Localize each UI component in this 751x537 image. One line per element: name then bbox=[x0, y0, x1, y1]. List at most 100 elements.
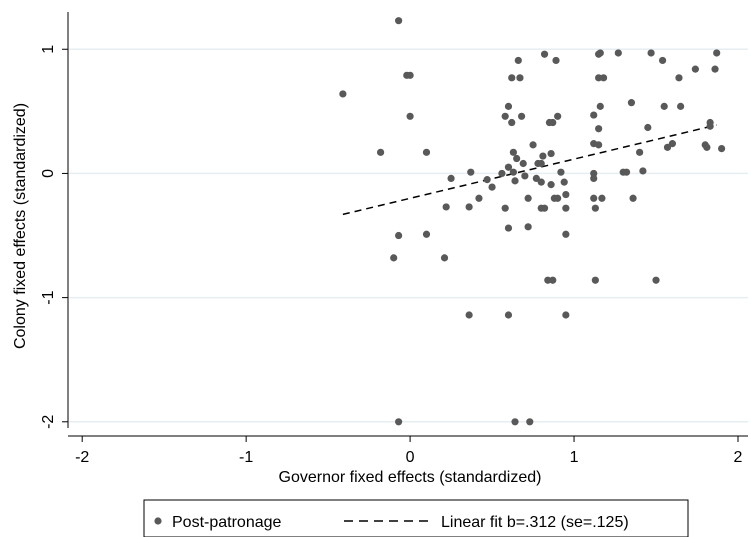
y-tick-label: -2 bbox=[40, 415, 57, 429]
data-point bbox=[718, 144, 726, 153]
x-axis-title: Governor fixed effects (standardized) bbox=[279, 469, 542, 486]
x-tick-label: 1 bbox=[570, 449, 579, 466]
data-point bbox=[652, 276, 660, 284]
data-point bbox=[339, 90, 347, 98]
data-point bbox=[544, 276, 552, 284]
data-point bbox=[627, 99, 636, 107]
x-tick-label: -2 bbox=[75, 449, 89, 466]
data-point bbox=[504, 102, 513, 110]
data-point bbox=[658, 56, 667, 65]
data-point bbox=[629, 194, 637, 202]
data-point bbox=[660, 102, 668, 110]
data-point bbox=[554, 194, 562, 202]
data-point bbox=[511, 177, 519, 185]
data-point bbox=[509, 168, 517, 176]
data-point bbox=[509, 148, 517, 156]
data-point bbox=[590, 194, 598, 202]
data-point bbox=[595, 125, 603, 133]
data-point bbox=[706, 122, 714, 130]
legend: Post-patronage Linear fit b=.312 (se=.12… bbox=[143, 499, 689, 537]
data-point bbox=[465, 203, 473, 211]
data-point bbox=[521, 172, 529, 180]
data-point bbox=[465, 311, 473, 319]
data-point bbox=[524, 223, 532, 231]
data-points bbox=[339, 17, 726, 426]
data-point bbox=[549, 276, 557, 284]
data-point bbox=[524, 194, 532, 202]
data-point bbox=[691, 65, 699, 73]
data-point bbox=[677, 102, 685, 110]
data-point bbox=[422, 148, 431, 156]
x-tick-label: -1 bbox=[239, 449, 253, 466]
data-point bbox=[562, 311, 570, 319]
data-point bbox=[539, 152, 547, 160]
data-point bbox=[547, 181, 555, 189]
data-point bbox=[508, 74, 516, 82]
data-point bbox=[501, 204, 509, 212]
data-point bbox=[514, 56, 522, 65]
data-point bbox=[529, 141, 537, 149]
data-point bbox=[711, 65, 719, 73]
data-point bbox=[508, 118, 516, 127]
x-tick-label: 0 bbox=[406, 449, 415, 466]
data-point bbox=[595, 74, 603, 82]
data-point bbox=[554, 112, 562, 120]
data-point bbox=[513, 154, 521, 163]
data-point bbox=[519, 159, 527, 168]
data-point bbox=[591, 276, 599, 284]
data-point bbox=[614, 49, 622, 57]
data-point bbox=[703, 143, 711, 151]
data-point bbox=[467, 168, 475, 176]
data-point bbox=[590, 174, 598, 182]
gridlines bbox=[69, 48, 748, 423]
y-axis-title: Colony fixed effects (standardized) bbox=[12, 103, 29, 349]
legend-label-fit: Linear fit b=.312 (se=.125) bbox=[441, 514, 629, 531]
data-point bbox=[595, 141, 603, 149]
data-point bbox=[504, 224, 513, 232]
data-point bbox=[395, 418, 403, 426]
x-tick-label: 2 bbox=[734, 449, 743, 466]
data-point bbox=[598, 194, 606, 202]
data-point bbox=[622, 168, 631, 176]
data-point bbox=[562, 190, 570, 199]
linear-fit-line bbox=[342, 124, 717, 216]
data-point bbox=[599, 74, 608, 82]
data-point bbox=[537, 178, 545, 186]
data-point bbox=[663, 143, 672, 151]
data-point bbox=[390, 254, 398, 262]
fit-line-layer bbox=[342, 124, 717, 216]
tick-marks: -2 -1 0 1 -2 -1 0 1 2 bbox=[40, 45, 743, 466]
data-point bbox=[668, 140, 677, 148]
data-point bbox=[516, 74, 524, 82]
data-point bbox=[440, 254, 449, 262]
data-point bbox=[537, 159, 545, 168]
data-point bbox=[406, 71, 414, 79]
data-point bbox=[511, 418, 519, 426]
data-point bbox=[549, 118, 557, 127]
data-point bbox=[562, 204, 570, 212]
data-point bbox=[540, 50, 549, 58]
data-point bbox=[590, 169, 598, 178]
data-point bbox=[590, 111, 598, 119]
data-point bbox=[442, 203, 450, 211]
data-point bbox=[557, 168, 565, 176]
data-point bbox=[636, 148, 644, 156]
y-tick-label: 0 bbox=[40, 169, 57, 178]
axes bbox=[67, 12, 748, 437]
data-point bbox=[596, 49, 604, 57]
data-point bbox=[675, 74, 683, 82]
data-point bbox=[562, 230, 570, 238]
data-point bbox=[532, 174, 540, 182]
data-point bbox=[547, 149, 555, 158]
data-point bbox=[483, 176, 491, 184]
data-point bbox=[498, 169, 506, 178]
data-point bbox=[517, 112, 526, 120]
data-point bbox=[395, 17, 403, 25]
y-tick-label: -1 bbox=[40, 290, 57, 304]
data-point bbox=[591, 204, 599, 212]
data-point bbox=[504, 163, 513, 171]
data-point bbox=[540, 204, 549, 212]
data-point bbox=[552, 56, 560, 65]
data-point bbox=[501, 112, 509, 120]
